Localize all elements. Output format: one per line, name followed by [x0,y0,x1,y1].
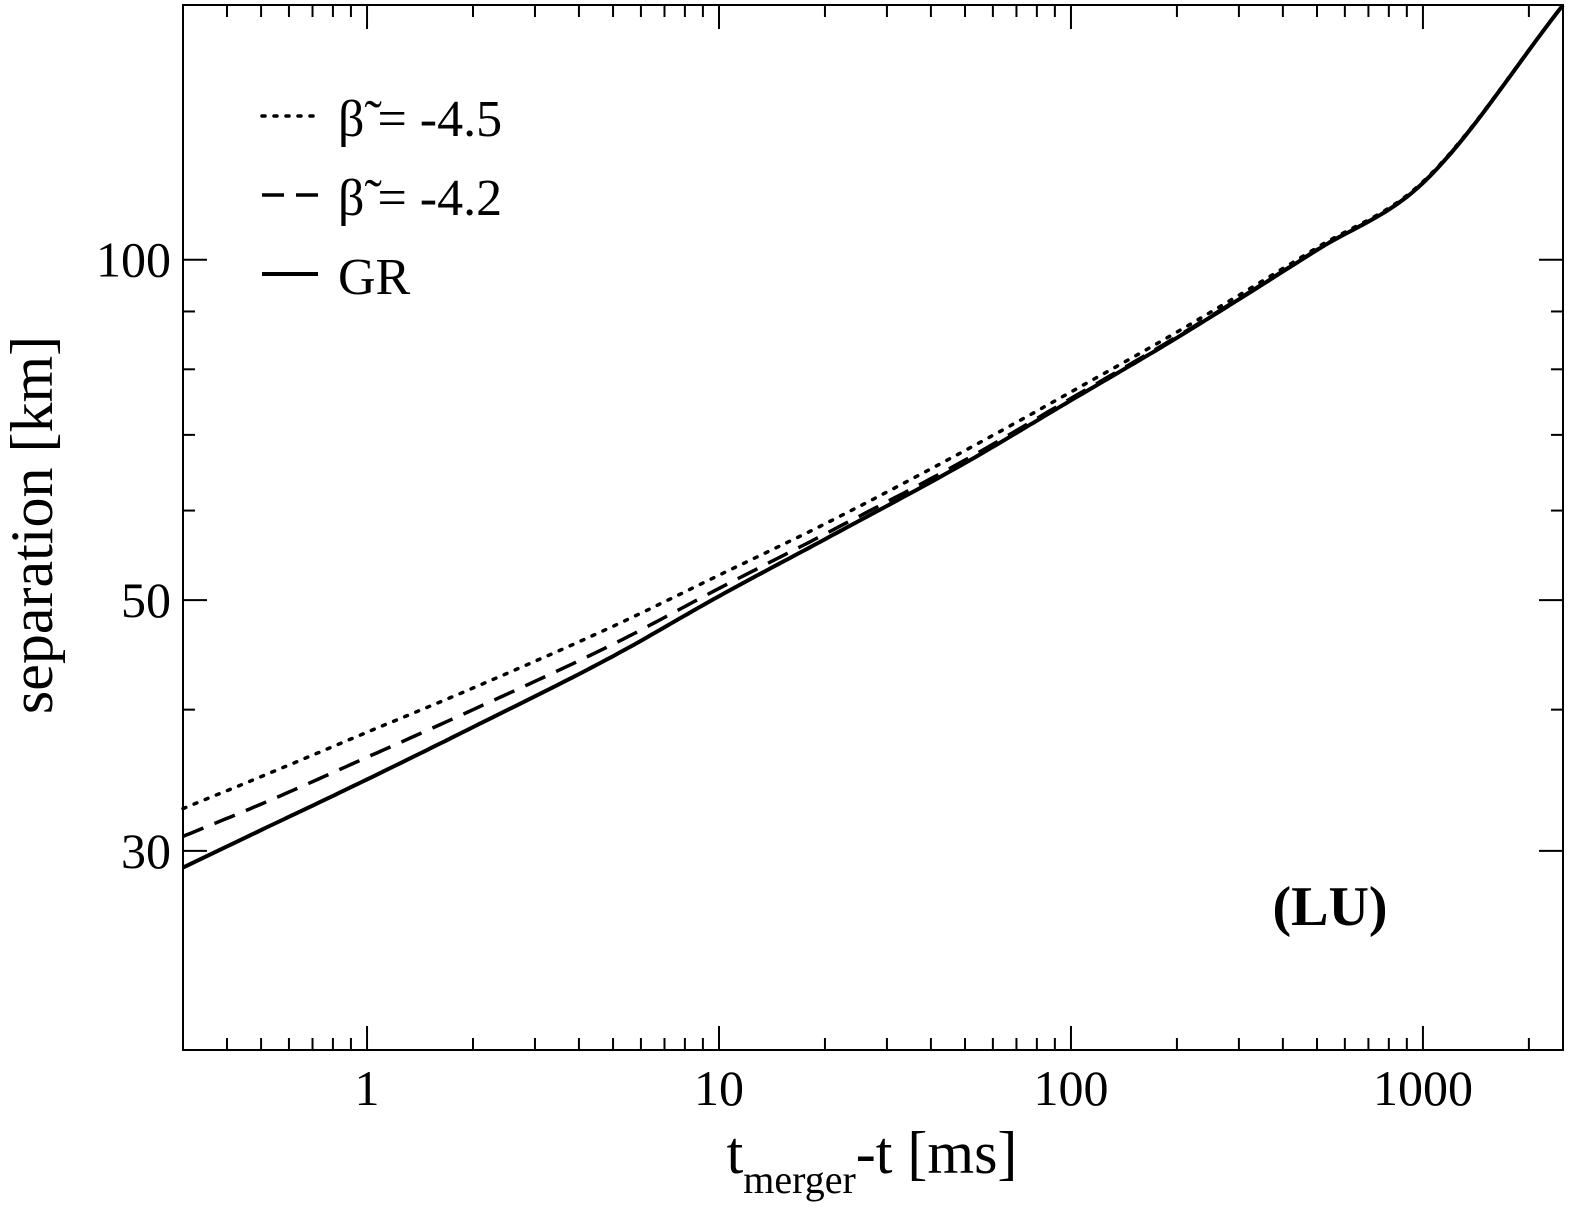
x-tick-labels: 1 10 100 1000 [355,1060,1473,1116]
legend: β̃ = -4.5 β̃ = -4.2 GR [260,91,502,306]
series-line-solid [182,3,1565,870]
x-tick-label: 10 [694,1060,744,1116]
legend-value: = -4.5 [364,91,502,148]
series-layer [181,3,1565,870]
panel-annotation: (LU) [1272,876,1387,938]
x-tick-label: 100 [1033,1060,1108,1116]
legend-value: GR [338,249,411,306]
legend-label: β̃ = -4.2 [338,170,502,227]
x-axis-label-sub: merger [743,1157,856,1202]
y-tick-label: 30 [121,823,171,879]
y-tick-label: 50 [121,572,171,628]
x-tick-label: 1000 [1373,1060,1473,1116]
y-axis-label: separation [km] [0,336,65,714]
x-tick-label: 1 [355,1060,380,1116]
legend-label: GR [338,249,411,306]
plot-frame [182,4,1564,1051]
tick-layer [182,5,1563,1050]
legend-value: = -4.2 [364,170,502,227]
x-axis-label: tmerger-t [ms] [727,1120,1018,1202]
y-tick-label: 100 [96,232,171,288]
x-axis-label-rest: -t [ms] [856,1120,1018,1186]
legend-label: β̃ = -4.5 [338,91,502,148]
y-tick-labels: 30 50 100 [96,232,171,879]
x-axis-label-main: t [727,1120,744,1186]
